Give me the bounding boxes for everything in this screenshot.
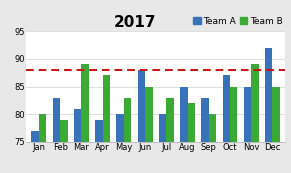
Bar [103, 75, 110, 173]
Bar [244, 86, 251, 173]
Bar [265, 48, 272, 173]
Bar [124, 98, 131, 173]
Bar [53, 98, 60, 173]
Legend: Team A, Team B: Team A, Team B [192, 16, 283, 26]
Bar [272, 86, 280, 173]
Title: 2017: 2017 [114, 15, 156, 30]
Bar [138, 70, 145, 173]
Bar [74, 109, 81, 173]
Bar [145, 86, 152, 173]
Bar [251, 64, 259, 173]
Bar [201, 98, 209, 173]
Bar [223, 75, 230, 173]
Bar [230, 86, 237, 173]
Bar [187, 103, 195, 173]
Bar [60, 120, 68, 173]
Bar [116, 114, 124, 173]
Bar [166, 98, 174, 173]
Bar [95, 120, 103, 173]
Bar [81, 64, 89, 173]
Bar [159, 114, 166, 173]
Bar [31, 131, 39, 173]
Bar [209, 114, 216, 173]
Bar [180, 86, 187, 173]
Bar [39, 114, 46, 173]
